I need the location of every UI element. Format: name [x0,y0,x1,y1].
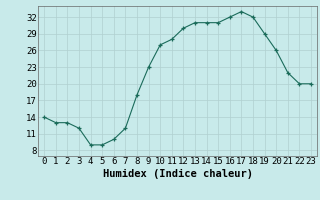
X-axis label: Humidex (Indice chaleur): Humidex (Indice chaleur) [103,169,252,179]
